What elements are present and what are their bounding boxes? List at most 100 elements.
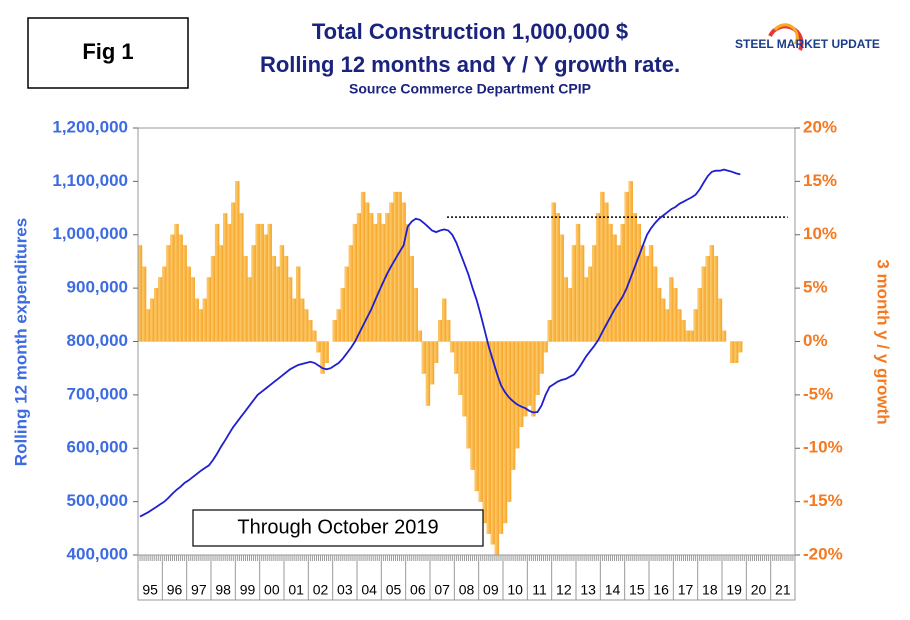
bar [231,202,236,342]
x-tick-label: 06 [410,582,426,598]
logo: STEEL MARKET UPDATE [735,23,880,51]
x-tick-label: 09 [483,582,499,598]
bar [620,223,625,342]
x-tick-label: 05 [386,582,402,598]
bar [486,341,491,534]
bar [482,341,487,524]
y2-tick-label: 0% [803,331,828,350]
y2-tick-label: 20% [803,117,837,136]
bar [421,341,427,374]
bar [377,213,382,342]
bar [713,255,719,342]
x-tick-label: 20 [751,582,767,598]
chart-subtitle: Rolling 12 months and Y / Y growth rate. [260,52,680,77]
bar [685,330,690,342]
bar [523,341,528,417]
annotation-box [192,509,484,547]
bar [600,191,605,342]
bar [644,255,650,342]
bar [206,277,212,342]
bar [332,319,337,342]
bar [166,245,171,342]
bar [506,341,512,502]
bar [275,266,281,342]
bar [677,309,682,342]
x-tick-label: 13 [580,582,596,598]
bar [543,341,548,353]
bar [689,330,694,342]
bar [551,202,556,342]
bar [519,341,524,428]
bar [137,245,143,342]
bar [681,319,686,342]
bar [393,191,398,342]
bar [450,341,455,353]
bar [588,266,593,342]
y2-tick-label: 15% [803,171,837,190]
bar [470,341,475,470]
bar [405,223,410,342]
x-tick-label: 97 [191,582,207,598]
bar [697,287,702,342]
x-tick-label: 18 [702,582,718,598]
x-tick-label: 21 [775,582,791,598]
bar [287,277,293,342]
bar [709,245,715,342]
bar [417,330,423,342]
bar [397,191,402,342]
bar [717,298,723,342]
y2-tick-label: -20% [803,544,843,563]
x-tick-label: 14 [605,582,621,598]
bar [283,255,289,342]
bar [693,309,698,342]
bar [466,341,471,449]
bar [563,277,569,342]
bar [616,245,621,342]
bar [296,266,301,342]
bar [170,234,175,342]
bar [190,277,195,342]
bar [596,213,601,342]
bar [154,287,159,342]
bar [356,213,362,342]
y2-axis-title: 3 month y / y growth [874,259,893,424]
bar [214,223,220,342]
bar [729,341,735,364]
bar [624,191,629,342]
bar [433,341,439,364]
line [139,168,741,518]
bar [661,298,666,342]
bar [267,223,272,342]
bar [462,341,467,417]
bar [291,298,297,342]
bar [218,245,224,342]
bar [324,341,329,364]
chart-source: Source Commerce Department CPIP [349,81,591,97]
x-tick-label: 19 [726,582,742,598]
y-axis-title: Rolling 12 month expenditures [11,218,30,466]
bar [300,298,305,342]
bar [304,309,309,342]
bar [673,287,678,342]
bar [174,223,179,342]
bar [186,266,191,342]
bar [141,266,147,342]
bar [158,277,163,342]
bar [239,213,244,342]
y-tick-label: 900,000 [67,278,128,297]
bar [490,341,496,545]
bar [612,234,617,342]
bar [648,245,654,342]
bar [547,319,552,342]
bar [579,245,585,342]
x-tick-label: 95 [142,582,158,598]
annotation: Through October 2019 [237,516,438,538]
bar [194,298,199,342]
x-tick-label: 00 [264,582,280,598]
x-tick-label: 11 [532,582,547,598]
x-tick-label: 96 [167,582,183,598]
bar [401,202,406,342]
x-tick-label: 07 [434,582,450,598]
bar [162,266,167,342]
